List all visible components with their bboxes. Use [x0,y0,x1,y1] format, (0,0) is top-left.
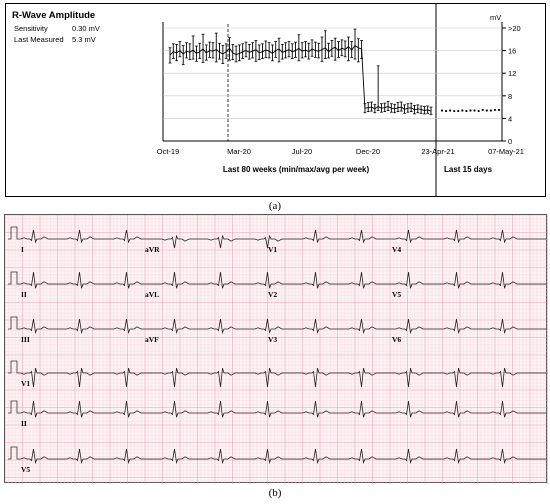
trend-title: R-Wave Amplitude [12,10,95,21]
daily-point [477,109,480,113]
daily-point [449,109,452,112]
ecg-trace-row4 [20,367,546,388]
lead-label-v1: V1 [21,379,30,388]
calibration-pulse [8,226,21,240]
x-tick-label: Oct-19 [157,147,180,156]
caption-b: (b) [268,487,282,499]
y-tick-label: 8 [508,92,512,101]
lead-label-avf: aVF [145,335,159,344]
x-tick-label: 07-May-21 [488,147,524,156]
x-tick-label: 23-Apr-21 [421,147,454,156]
calibration-pulse [8,316,21,330]
daily-point [469,109,472,112]
calibration-pulse [8,446,21,460]
lead-label-v5: V5 [392,290,401,299]
trend-gridlines [162,4,503,197]
lead-label-iii: III [21,335,30,344]
y-tick-label: 0 [508,137,512,146]
sensitivity-label: Sensitivity [14,24,48,33]
lead-label-v4: V4 [392,245,401,254]
daily-point [444,109,448,113]
lead-label-avl: aVL [145,290,159,299]
daily-point [461,109,464,112]
sensitivity-value: 0.30 mV [72,24,100,33]
daily-point [465,109,468,113]
lead-label-v5: V5 [21,465,30,474]
calibration-pulse [8,360,21,374]
ecg-trace-row5 [20,400,546,418]
lead-label-v6: V6 [392,335,401,344]
r-wave-trend-panel: R-Wave Amplitude Sensitivity 0.30 mV Las… [5,3,546,197]
lead-label-ii: II [21,290,27,299]
weekly-average-line [169,44,432,112]
y-tick-label: >20 [508,24,521,33]
y-tick-label: 16 [508,47,516,56]
daily-point [453,109,456,113]
x-axis-ticks: Oct-19 Mar-20 Jul-20 Dec-20 23-Apr-21 07-May-… [157,147,524,156]
last-measured-label: Last Measured [14,35,64,44]
y-tick-label: 12 [508,69,516,78]
daily-point [473,109,476,112]
ecg-trace-row3 [20,318,546,334]
ecg-trace-row6 [20,448,546,464]
ecg-grid [5,215,548,484]
weekly-min-max-avg-marks [168,28,433,115]
daily-point [481,108,484,112]
x-caption-recent: Last 15 days [444,165,493,174]
daily-point [485,109,488,112]
ecg-trace-row2 [20,271,546,289]
daily-point [489,109,492,112]
lead-label-avr: aVR [145,245,160,254]
daily-point [457,109,460,113]
daily-point [493,108,497,112]
lead-label-ii: II [21,419,27,428]
calibration-pulse [8,400,21,414]
lead-label-v3: V3 [268,335,277,344]
unit-label: mV [490,13,501,22]
lead-label-v2: V2 [268,290,277,299]
r-wave-trend-chart: R-Wave Amplitude Sensitivity 0.30 mV Las… [12,4,524,197]
lead-label-i: I [21,245,24,254]
lead-label-v1: V1 [268,245,277,254]
caption-a: (a) [268,200,282,212]
ecg-traces [8,226,546,464]
x-tick-label: Dec-20 [356,147,380,156]
calibration-pulse [8,271,21,285]
x-tick-label: Mar-20 [227,147,251,156]
y-tick-label: 4 [508,114,512,123]
daily-point [497,108,501,112]
x-caption-main: Last 80 weeks (min/max/avg per week) [223,165,370,174]
x-tick-label: Jul-20 [292,147,312,156]
daily-point [440,109,444,112]
daily-value-marks [440,108,501,113]
y-axis-ticks: 0 4 8 12 16 >20 [502,24,521,146]
last-measured-value: 5.3 mV [72,35,96,44]
ecg-trace-row1 [20,229,546,249]
